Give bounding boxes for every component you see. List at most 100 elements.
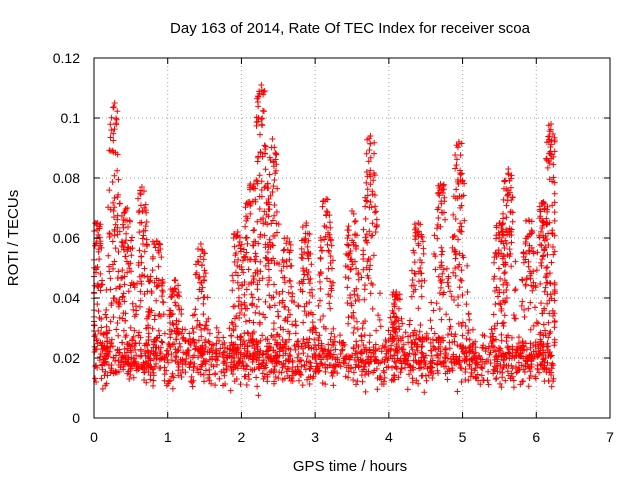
data-point (458, 228, 465, 235)
data-point (548, 383, 555, 390)
data-point (268, 220, 275, 227)
data-point (94, 364, 101, 371)
y-tick-label: 0.1 (61, 110, 81, 126)
data-point (411, 221, 418, 228)
data-point (309, 319, 316, 326)
data-point (102, 345, 109, 352)
data-point (410, 366, 417, 373)
data-point (368, 232, 375, 239)
data-point (283, 240, 290, 247)
data-point (194, 354, 201, 361)
data-point (137, 187, 144, 194)
data-point (258, 87, 265, 94)
data-point (359, 325, 366, 332)
data-point (131, 359, 138, 366)
data-point (551, 190, 558, 197)
data-point (209, 341, 216, 348)
data-point (250, 353, 257, 360)
data-point (532, 339, 539, 346)
data-point (125, 288, 132, 295)
data-point (234, 229, 241, 235)
data-point (282, 350, 289, 357)
data-point (301, 340, 308, 347)
data-point (327, 351, 334, 358)
data-point (359, 378, 366, 385)
data-point (367, 140, 374, 147)
data-point (269, 188, 276, 195)
data-point (169, 320, 176, 327)
data-point (302, 366, 309, 373)
data-point (406, 321, 413, 328)
data-point (113, 285, 120, 292)
data-point (138, 253, 145, 260)
data-point (451, 248, 458, 255)
data-point (352, 298, 359, 305)
data-point (154, 283, 161, 290)
data-point (440, 266, 447, 273)
data-point (135, 195, 142, 202)
data-point (381, 374, 388, 381)
data-point (291, 342, 298, 349)
data-point (521, 368, 528, 375)
data-point (520, 378, 527, 385)
data-point (98, 375, 105, 382)
data-point (190, 363, 197, 370)
data-point (440, 359, 447, 366)
data-point (396, 296, 403, 303)
data-point (366, 147, 373, 154)
data-point (344, 284, 351, 291)
data-point (107, 206, 114, 213)
data-point (198, 363, 205, 370)
data-point (156, 332, 163, 339)
data-point (195, 295, 202, 302)
data-point (195, 245, 202, 252)
data-point (540, 252, 547, 259)
data-point (253, 253, 260, 260)
data-point (271, 260, 278, 267)
data-point (91, 282, 98, 289)
data-point (241, 338, 248, 345)
data-point (143, 340, 150, 347)
data-point (408, 267, 415, 274)
data-point (189, 325, 196, 332)
data-point (113, 116, 120, 123)
data-point (136, 340, 143, 347)
data-point (310, 373, 317, 380)
data-point (443, 351, 450, 358)
data-point (151, 339, 158, 346)
data-point (345, 320, 352, 327)
data-point (110, 354, 117, 361)
data-point (266, 171, 273, 178)
data-point (111, 232, 118, 239)
data-point (364, 198, 371, 205)
data-point (433, 300, 440, 307)
data-point (444, 355, 451, 362)
data-point (120, 217, 127, 224)
data-point (512, 286, 519, 293)
data-point (459, 319, 466, 326)
data-point (344, 235, 351, 242)
data-point (393, 347, 400, 354)
data-point (202, 348, 209, 355)
data-point (122, 208, 129, 215)
data-point (199, 247, 206, 254)
data-point (542, 284, 549, 291)
data-point (551, 324, 558, 331)
data-point (282, 363, 289, 370)
data-point (169, 370, 176, 377)
data-point (200, 371, 207, 378)
data-point (111, 126, 118, 133)
data-point (239, 282, 246, 289)
data-point (98, 316, 105, 323)
data-point (405, 339, 412, 346)
data-point (142, 223, 149, 230)
data-point (278, 343, 285, 350)
data-point (546, 270, 553, 277)
data-point (270, 242, 277, 249)
data-point (406, 317, 413, 324)
data-point (438, 244, 445, 251)
data-point (325, 265, 332, 272)
data-point (367, 262, 374, 269)
data-point (129, 337, 136, 344)
data-point (298, 254, 305, 261)
